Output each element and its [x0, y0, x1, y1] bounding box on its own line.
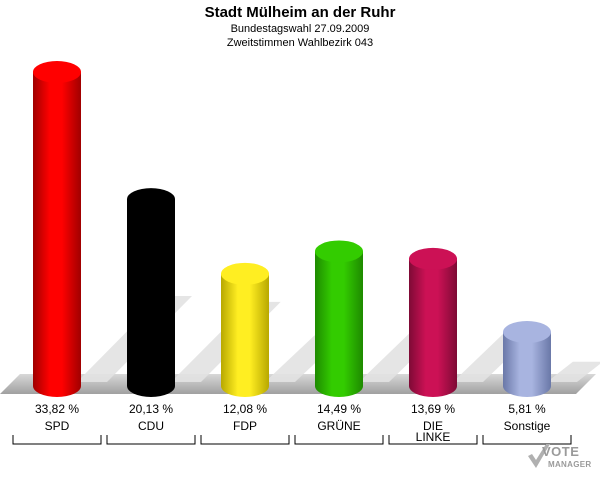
- bar-top: [33, 61, 81, 83]
- chart-header: Stadt Mülheim an der Ruhr Bundestagswahl…: [0, 4, 600, 50]
- bar-top: [127, 188, 175, 211]
- value-label: 5,81 %: [508, 402, 546, 416]
- category-bracket: [12, 435, 102, 445]
- vote-manager-logo: VOTE MANAGER: [526, 440, 596, 476]
- bar: [33, 72, 81, 397]
- bar: [127, 199, 175, 397]
- bar-top: [409, 247, 457, 270]
- chart-subtitle-district: Zweitstimmen Wahlbezirk 043: [226, 37, 374, 49]
- category-bracket: [200, 435, 290, 445]
- category-label: LINKE: [416, 430, 451, 444]
- bar-shadow: [547, 361, 600, 382]
- category-label: SPD: [45, 419, 70, 433]
- chart-title: Stadt Mülheim an der Ruhr: [204, 4, 396, 21]
- bar: [221, 273, 269, 397]
- value-label: 33,82 %: [35, 402, 79, 416]
- category-label: CDU: [138, 419, 164, 433]
- bar-top: [221, 262, 269, 285]
- chart-subtitle-election: Bundestagswahl 27.09.2009: [230, 23, 370, 35]
- bar: [315, 251, 363, 397]
- category-label: DIE: [423, 419, 443, 433]
- value-label: 13,69 %: [411, 402, 455, 416]
- bar-top: [503, 321, 551, 344]
- category-bracket: [294, 435, 384, 445]
- value-label: 14,49 %: [317, 402, 361, 416]
- value-label: 12,08 %: [223, 402, 267, 416]
- category-label: Sonstige: [504, 419, 551, 433]
- logo-text-manager: MANAGER: [548, 460, 592, 469]
- checkmark-icon: [528, 444, 550, 468]
- logo-text-vote: VOTE: [542, 444, 580, 459]
- category-label: FDP: [233, 419, 257, 433]
- category-bracket: [388, 435, 478, 445]
- value-label: 20,13 %: [129, 402, 173, 416]
- bar-top: [315, 240, 363, 263]
- category-bracket: [106, 435, 196, 445]
- category-label: GRÜNE: [317, 419, 360, 433]
- bar: [503, 332, 551, 397]
- category-bracket: [482, 435, 572, 445]
- bar: [409, 258, 457, 397]
